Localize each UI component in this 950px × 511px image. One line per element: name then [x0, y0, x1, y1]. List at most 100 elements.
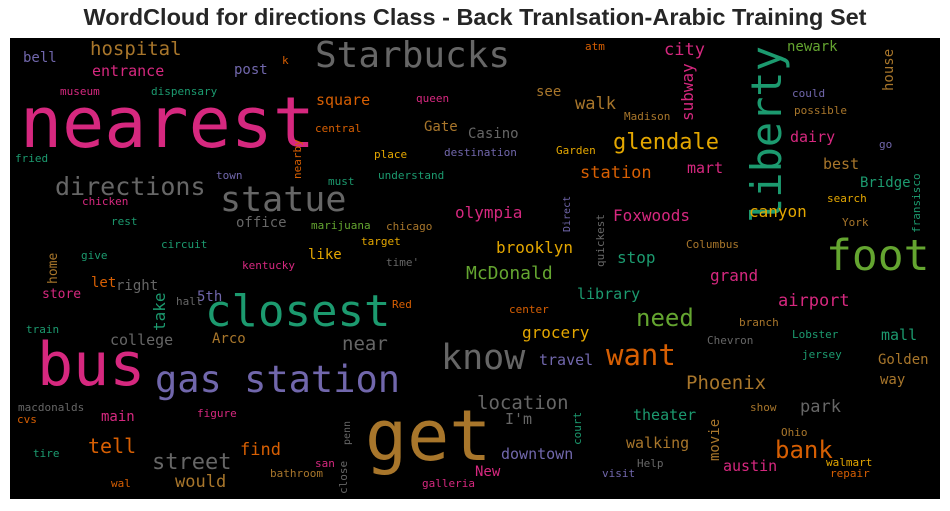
word-location: location [477, 392, 569, 414]
word-main: main [101, 409, 135, 425]
word-entrance: entrance [92, 62, 165, 80]
word-bell: bell [23, 50, 57, 66]
word-museum: museum [60, 85, 100, 98]
word-quickest: quickest [594, 214, 607, 267]
word-want: want [606, 338, 676, 372]
word-square: square [316, 91, 371, 109]
word-street: street [152, 450, 232, 475]
word-close: close [337, 460, 350, 494]
word-5th: 5th [197, 289, 223, 305]
word-post: post [234, 62, 268, 78]
word-walk: walk [575, 94, 616, 114]
word-chicken: chicken [82, 195, 129, 208]
word-right: right [116, 278, 159, 294]
word-brooklyn: brooklyn [496, 238, 574, 257]
word-ohio: Ohio [781, 426, 808, 439]
chart-title: WordCloud for directions Class - Back Tr… [83, 4, 867, 30]
word-madison: Madison [624, 110, 671, 123]
word-casino: Casino [468, 126, 519, 142]
word-train: train [26, 323, 60, 336]
word-court: court [571, 411, 584, 445]
word-walking: walking [626, 434, 690, 452]
word-stop: stop [617, 248, 656, 267]
word-see: see [536, 84, 562, 100]
word-get: get [365, 395, 492, 477]
word-new: New [475, 464, 501, 480]
word-office: office [236, 215, 287, 231]
word-must: must [328, 175, 355, 188]
word-foot: foot [826, 231, 930, 281]
word-closest: closest [205, 286, 391, 337]
word-town: town [216, 169, 243, 182]
word-lobster: Lobster [792, 328, 839, 341]
word-help: Help [637, 457, 664, 470]
word-search: search [827, 192, 867, 205]
word-bus: bus [37, 330, 146, 400]
word-tell: tell [88, 434, 137, 458]
word-grand: grand [710, 266, 759, 285]
word-walmart: walmart [826, 456, 873, 469]
word-hall: hall [176, 295, 203, 308]
word-glendale: glendale [613, 130, 719, 155]
word-columbus: Columbus [686, 238, 739, 251]
word-golden: Golden [878, 352, 929, 368]
word-chicago: chicago [386, 220, 433, 233]
word-city: city [664, 40, 705, 60]
word-circuit: circuit [161, 238, 208, 251]
word-park: park [800, 397, 841, 417]
word-would: would [175, 472, 227, 492]
word-phoenix: Phoenix [686, 372, 767, 394]
word-dispensary: dispensary [151, 85, 218, 98]
word-take: take [150, 292, 169, 331]
word-find: find [240, 440, 281, 460]
word-dairy: dairy [790, 128, 836, 146]
word-chevron: Chevron [707, 334, 754, 347]
word-airport: airport [778, 291, 850, 311]
word-k: k [282, 54, 289, 67]
word-mart: mart [687, 159, 724, 177]
word-austin: austin [723, 457, 778, 475]
word-give: give [81, 249, 108, 262]
word-galleria: galleria [422, 477, 475, 490]
word-branch: branch [739, 316, 779, 329]
word-way: way [880, 372, 906, 388]
word-i-m: I'm [505, 410, 533, 428]
word-wal: wal [111, 477, 131, 490]
word-york: York [842, 216, 869, 229]
word-mall: mall [881, 326, 918, 344]
word-store: store [42, 287, 82, 302]
word-time: time' [386, 256, 420, 269]
word-jersey: jersey [802, 348, 842, 361]
word-movie: movie [707, 418, 723, 461]
word-destination: destination [444, 146, 517, 159]
word-directions: directions [55, 172, 206, 201]
word-repair: repair [830, 467, 870, 480]
word-gas-station: gas station [155, 358, 401, 401]
word-hospital: hospital [90, 38, 182, 60]
word-theater: theater [633, 406, 697, 424]
word-direct: Direct [562, 195, 573, 232]
word-home: home [46, 252, 61, 284]
word-subway: subway [678, 63, 697, 121]
word-arco: Arco [212, 331, 246, 347]
word-house: house [881, 48, 897, 91]
word-cvs: cvs [17, 413, 37, 426]
word-know: know [441, 338, 526, 378]
word-olympia: olympia [455, 203, 523, 222]
word-central: central [315, 122, 362, 135]
word-center: center [509, 303, 549, 316]
word-mcdonald: McDonald [466, 263, 553, 284]
word-nearby: nearby [291, 139, 304, 179]
word-penn: penn [342, 420, 353, 445]
word-library: library [577, 285, 641, 303]
word-target: target [361, 235, 401, 248]
word-like: like [308, 247, 342, 263]
word-bank: bank [775, 436, 833, 464]
word-near: near [342, 333, 388, 355]
word-figure: figure [197, 407, 237, 420]
word-station: station [580, 163, 652, 183]
word-newark: newark [787, 39, 838, 55]
word-red: Red [392, 298, 412, 311]
word-travel: travel [539, 351, 594, 369]
word-kentucky: kentucky [242, 259, 295, 272]
